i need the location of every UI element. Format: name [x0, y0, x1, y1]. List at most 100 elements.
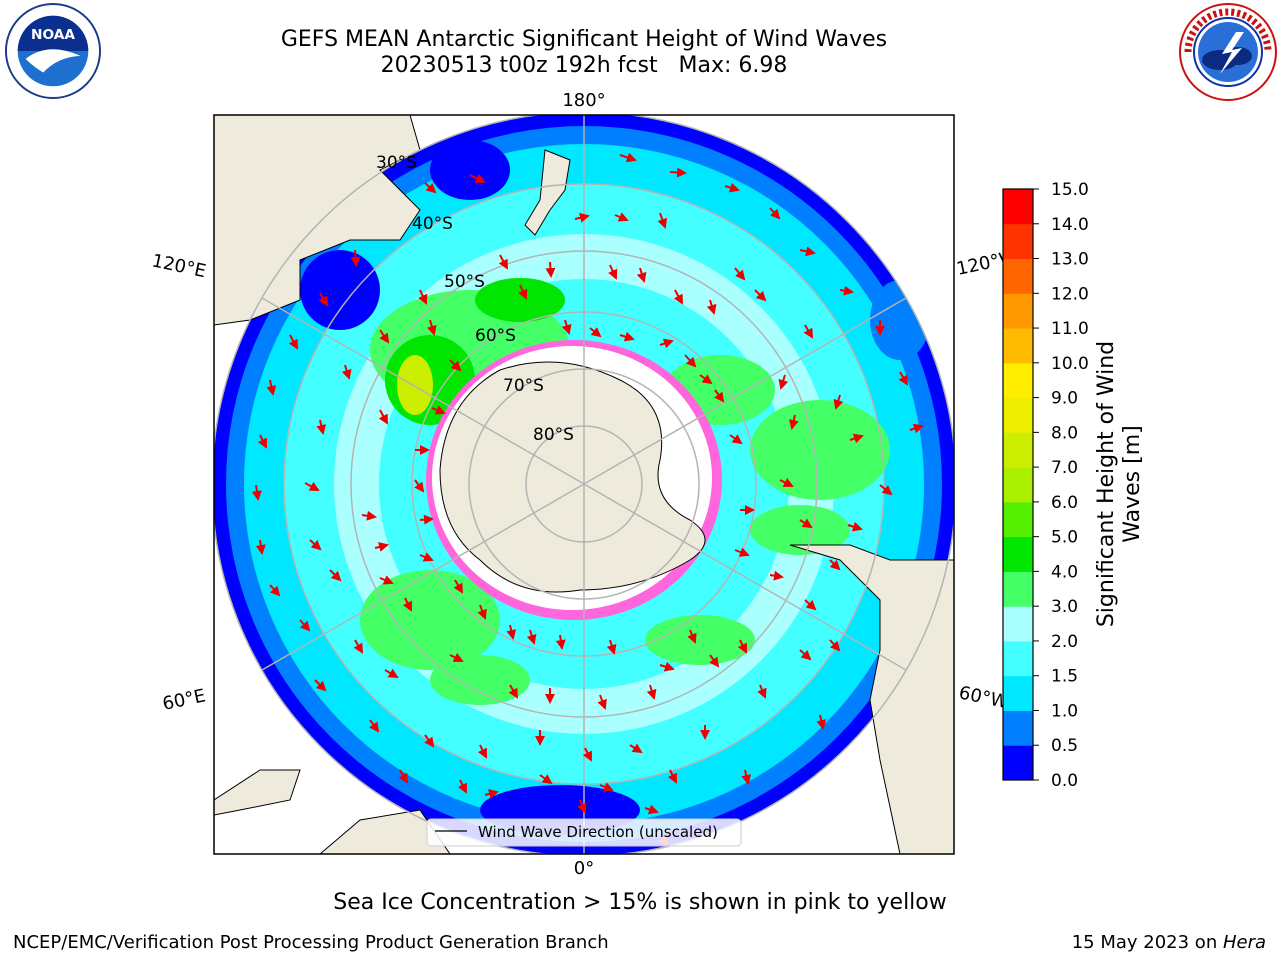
wave-arrow — [314, 679, 327, 692]
wave-arrow — [799, 518, 813, 529]
colorbar-segment — [1003, 571, 1033, 607]
wave-arrow — [769, 570, 784, 581]
wave-arrow — [378, 409, 388, 425]
wave-arrow — [849, 433, 864, 444]
wave-arrow — [316, 419, 327, 435]
wave-arrow — [574, 212, 590, 223]
sea-ice-caption: Sea Ice Concentration > 15% is shown in … — [333, 890, 947, 915]
colorbar-segment — [1003, 189, 1033, 225]
wave-arrow — [526, 629, 537, 645]
wave-arrow — [709, 654, 720, 668]
wave-arrow — [506, 624, 517, 640]
wave-arrow — [754, 289, 767, 302]
wave-arrow — [816, 714, 827, 730]
colorbar-tick-label: 0.5 — [1051, 736, 1078, 756]
wave-arrow — [518, 284, 528, 300]
wave-arrow — [779, 477, 794, 487]
wave-arrow — [659, 661, 675, 672]
legend-label: Wind Wave Direction (unscaled) — [478, 823, 718, 841]
lon-label-180: 180° — [562, 90, 605, 111]
south-america — [789, 544, 954, 854]
run-date: 15 May 2023 on — [1071, 932, 1223, 953]
colorbar-tick-label: 0.0 — [1051, 771, 1078, 791]
wave-arrow — [577, 799, 587, 814]
wave-arrow — [734, 547, 750, 557]
wave-arrow — [644, 804, 659, 815]
wave-arrow — [477, 604, 487, 620]
colorbar-label: Significant Height of WindWaves [m] — [1094, 341, 1145, 627]
colorbar: 0.0 0.5 1.0 1.5 2.0 3.0 4.0 5.0 6.0 7.0 8.0 9.0 10.0… — [1002, 180, 1089, 791]
wave-arrow — [350, 249, 361, 267]
wave-arrow — [418, 289, 428, 305]
colorbar-tick-label: 11.0 — [1051, 319, 1089, 339]
wave-arrow — [453, 579, 464, 594]
wave-direction-arrows — [251, 152, 924, 847]
wave-arrow — [669, 167, 687, 178]
wave-arrow — [255, 539, 266, 555]
wave-arrow — [251, 484, 262, 501]
colorbar-tick-label: 15.0 — [1051, 180, 1089, 200]
colorbar-tick-label: 12.0 — [1051, 284, 1089, 304]
wave-arrow — [449, 359, 462, 372]
colorbar-segment — [1003, 328, 1033, 364]
wave-arrow — [484, 789, 499, 799]
map-frame — [213, 114, 955, 855]
colorbar-segment — [1003, 710, 1033, 746]
wave-arrow — [699, 374, 713, 385]
colorbar-frame — [1002, 188, 1034, 781]
wave-arrow — [847, 521, 863, 532]
lat-label-60s: 60°S — [475, 326, 516, 346]
wave-arrow — [353, 639, 364, 654]
colorbar-segment — [1003, 293, 1033, 329]
wave-arrow — [414, 479, 425, 493]
wave-arrow — [288, 334, 298, 350]
wave-arrow — [729, 434, 743, 445]
lon-label-0: 0° — [574, 858, 594, 879]
wave-arrow — [898, 371, 909, 386]
run-info: 15 May 2023 on Hera — [1072, 932, 1266, 953]
colorbar-tick-label: 3.0 — [1051, 597, 1078, 617]
graticule — [214, 115, 954, 854]
lat-label-70s: 70°S — [503, 376, 544, 396]
wave-arrow — [582, 747, 592, 762]
colorbar-tick-label: 10.0 — [1051, 354, 1089, 374]
wave-arrow — [879, 484, 893, 496]
lat-label-50s: 50°S — [444, 272, 485, 292]
wave-arrow — [424, 182, 437, 194]
africa-tip — [214, 769, 301, 816]
colorbar-segment — [1003, 675, 1033, 711]
nws-logo — [1179, 3, 1277, 101]
wave-arrow — [757, 684, 767, 699]
lat-label-80s: 80°S — [533, 425, 574, 445]
australia — [214, 115, 421, 326]
colorbar-tick-label: 5.0 — [1051, 528, 1078, 548]
landmasses — [214, 115, 954, 854]
colorbar-tick-label: 4.0 — [1051, 562, 1078, 582]
wave-arrow — [737, 639, 747, 654]
wave-arrow — [839, 285, 854, 296]
wave-arrow — [799, 649, 812, 661]
wave-arrow — [508, 684, 519, 699]
wave-arrow — [673, 289, 683, 305]
wave-arrow — [909, 423, 924, 434]
wave-arrow — [341, 364, 352, 380]
colorbar-tick-label: 7.0 — [1051, 458, 1078, 478]
wave-arrow — [636, 267, 647, 283]
wave-arrow — [379, 329, 390, 344]
noaa-logo: NOAA — [4, 2, 102, 100]
wave-arrow — [799, 246, 816, 257]
wave-arrow — [329, 569, 342, 582]
wave-arrow — [629, 743, 643, 754]
colorbar-segment — [1003, 432, 1033, 468]
wave-arrow — [687, 629, 697, 644]
wave-arrow — [597, 694, 607, 710]
colorbar-tick-label: 9.0 — [1051, 389, 1078, 409]
wave-arrow — [608, 264, 618, 280]
map-legend: Wind Wave Direction (unscaled) — [426, 818, 742, 847]
colorbar-segment — [1003, 223, 1033, 260]
colorbar-tick-label: 6.0 — [1051, 493, 1078, 513]
wave-arrow — [266, 379, 277, 396]
wave-arrow — [646, 684, 657, 700]
wave-arrow — [398, 769, 409, 784]
wave-arrow — [833, 394, 844, 410]
